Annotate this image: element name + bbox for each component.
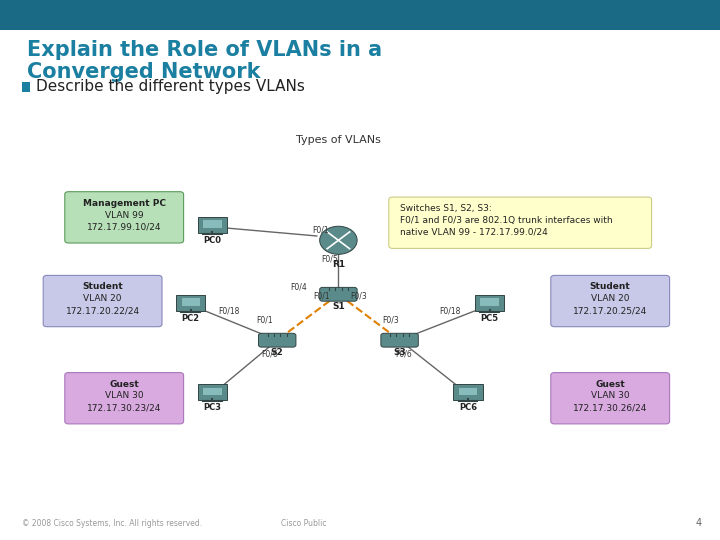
- FancyBboxPatch shape: [65, 192, 184, 243]
- Text: F0/3: F0/3: [382, 315, 400, 324]
- Text: Management PC: Management PC: [83, 199, 166, 208]
- FancyBboxPatch shape: [320, 287, 357, 301]
- Text: F0/1: F0/1: [312, 226, 329, 234]
- Text: Describe the different types VLANs: Describe the different types VLANs: [36, 79, 305, 94]
- FancyBboxPatch shape: [258, 333, 296, 347]
- Text: PC5: PC5: [480, 314, 499, 323]
- Text: Cisco Public: Cisco Public: [281, 519, 326, 528]
- Text: F0/4: F0/4: [290, 283, 307, 292]
- Text: 4: 4: [696, 518, 702, 528]
- Text: 172.17.30.26/24: 172.17.30.26/24: [573, 403, 647, 413]
- FancyBboxPatch shape: [551, 275, 670, 327]
- FancyBboxPatch shape: [454, 384, 482, 400]
- Text: PC6: PC6: [459, 403, 477, 413]
- Text: 172.17.99.10/24: 172.17.99.10/24: [87, 222, 161, 232]
- FancyBboxPatch shape: [198, 217, 227, 233]
- Text: 172.17.20.25/24: 172.17.20.25/24: [573, 306, 647, 315]
- Text: F0/18: F0/18: [218, 306, 240, 315]
- Text: F0/6: F0/6: [261, 349, 279, 358]
- Text: Guest: Guest: [109, 380, 139, 389]
- Text: Student: Student: [82, 282, 123, 292]
- FancyBboxPatch shape: [459, 388, 477, 395]
- Text: VLAN 30: VLAN 30: [591, 392, 629, 401]
- FancyBboxPatch shape: [65, 373, 184, 424]
- Text: 172.17.30.23/24: 172.17.30.23/24: [87, 403, 161, 413]
- Text: F0/18: F0/18: [439, 306, 461, 315]
- FancyBboxPatch shape: [203, 220, 222, 228]
- Text: VLAN 20: VLAN 20: [591, 294, 629, 303]
- Text: F0/1 and F0/3 are 802.1Q trunk interfaces with: F0/1 and F0/3 are 802.1Q trunk interface…: [400, 216, 612, 225]
- FancyBboxPatch shape: [475, 295, 504, 311]
- Text: PC2: PC2: [181, 314, 200, 323]
- FancyBboxPatch shape: [203, 388, 222, 395]
- Text: © 2008 Cisco Systems, Inc. All rights reserved.: © 2008 Cisco Systems, Inc. All rights re…: [22, 519, 202, 528]
- FancyBboxPatch shape: [551, 373, 670, 424]
- Text: F0/6: F0/6: [395, 349, 412, 358]
- FancyBboxPatch shape: [198, 384, 227, 400]
- Text: F0/1: F0/1: [256, 315, 274, 324]
- Text: F0/3: F0/3: [350, 292, 367, 300]
- FancyBboxPatch shape: [0, 0, 720, 30]
- Text: Guest: Guest: [595, 380, 625, 389]
- Text: Explain the Role of VLANs in a: Explain the Role of VLANs in a: [27, 40, 382, 60]
- Text: F0/1: F0/1: [312, 292, 330, 300]
- Text: VLAN 20: VLAN 20: [84, 294, 122, 303]
- Text: VLAN 99: VLAN 99: [105, 211, 143, 220]
- FancyBboxPatch shape: [389, 197, 652, 248]
- Text: Converged Network: Converged Network: [27, 62, 261, 82]
- Text: PC0: PC0: [203, 236, 222, 245]
- FancyBboxPatch shape: [22, 82, 30, 92]
- Text: native VLAN 99 - 172.17.99.0/24: native VLAN 99 - 172.17.99.0/24: [400, 228, 547, 237]
- FancyBboxPatch shape: [181, 299, 200, 306]
- FancyBboxPatch shape: [480, 299, 499, 306]
- Text: S1: S1: [332, 302, 345, 311]
- Text: 172.17.20.22/24: 172.17.20.22/24: [66, 306, 140, 315]
- Text: Student: Student: [590, 282, 631, 292]
- Text: Types of VLANs: Types of VLANs: [296, 135, 381, 145]
- Text: F0/5: F0/5: [321, 255, 338, 264]
- FancyBboxPatch shape: [43, 275, 162, 327]
- FancyBboxPatch shape: [176, 295, 205, 311]
- Text: VLAN 30: VLAN 30: [105, 392, 143, 401]
- Circle shape: [320, 226, 357, 254]
- Text: PC3: PC3: [203, 403, 222, 413]
- Text: S2: S2: [271, 348, 284, 357]
- Text: R1: R1: [332, 260, 345, 269]
- Text: Switches S1, S2, S3:: Switches S1, S2, S3:: [400, 204, 491, 213]
- FancyBboxPatch shape: [381, 333, 418, 347]
- Text: S3: S3: [393, 348, 406, 357]
